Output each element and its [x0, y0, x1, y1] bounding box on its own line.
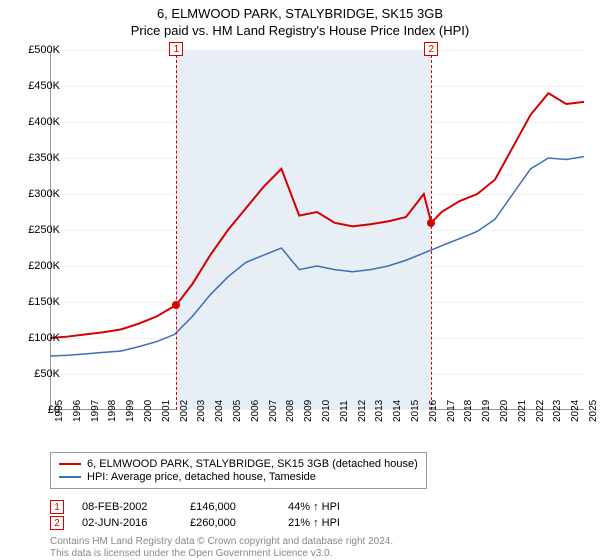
chart-title: 6, ELMWOOD PARK, STALYBRIDGE, SK15 3GB P…	[0, 0, 600, 40]
sale-date-2: 02-JUN-2016	[82, 517, 172, 529]
sale-row-1: 1 08-FEB-2002 £146,000 44% ↑ HPI	[50, 500, 340, 514]
footer-line1: Contains HM Land Registry data © Crown c…	[50, 536, 393, 548]
title-subtitle: Price paid vs. HM Land Registry's House …	[0, 23, 600, 38]
sale-marker-1: 1	[50, 500, 64, 514]
sale-pct-2: 21% ↑ HPI	[288, 517, 340, 529]
legend: 6, ELMWOOD PARK, STALYBRIDGE, SK15 3GB (…	[50, 452, 427, 489]
sale-rows: 1 08-FEB-2002 £146,000 44% ↑ HPI 2 02-JU…	[50, 498, 340, 532]
legend-swatch-1	[59, 463, 81, 465]
legend-label-1: 6, ELMWOOD PARK, STALYBRIDGE, SK15 3GB (…	[87, 458, 418, 470]
sale-price-1: £146,000	[190, 501, 270, 513]
footer-line2: This data is licensed under the Open Gov…	[50, 548, 393, 560]
sale-date-1: 08-FEB-2002	[82, 501, 172, 513]
sale-marker-2: 2	[50, 516, 64, 530]
footer: Contains HM Land Registry data © Crown c…	[50, 536, 393, 560]
legend-item-series2: HPI: Average price, detached house, Tame…	[59, 471, 418, 483]
sale-row-2: 2 02-JUN-2016 £260,000 21% ↑ HPI	[50, 516, 340, 530]
title-address: 6, ELMWOOD PARK, STALYBRIDGE, SK15 3GB	[0, 6, 600, 21]
chart-area: 12	[50, 50, 584, 410]
legend-swatch-2	[59, 476, 81, 478]
legend-label-2: HPI: Average price, detached house, Tame…	[87, 471, 316, 483]
legend-item-series1: 6, ELMWOOD PARK, STALYBRIDGE, SK15 3GB (…	[59, 458, 418, 470]
sale-price-2: £260,000	[190, 517, 270, 529]
plot-svg	[50, 50, 584, 410]
sale-pct-1: 44% ↑ HPI	[288, 501, 340, 513]
